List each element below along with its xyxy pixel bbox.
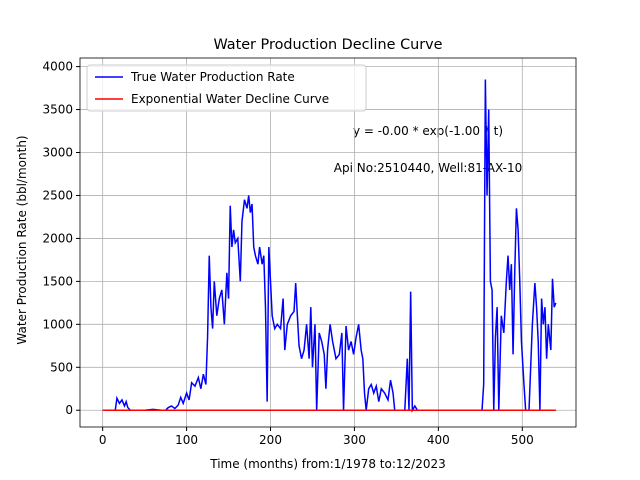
annotation: y = -0.00 * exp(-1.00 * t) [353,124,503,138]
legend-label: Exponential Water Decline Curve [131,92,329,106]
x-axis-label: Time (months) from:1/1978 to:12/2023 [209,457,446,471]
y-tick-label: 2000 [42,231,73,245]
y-tick-label: 0 [65,403,73,417]
x-tick-label: 300 [343,433,366,447]
y-tick-label: 2500 [42,188,73,202]
x-tick-label: 400 [427,433,450,447]
chart-title: Water Production Decline Curve [213,37,442,53]
y-tick-label: 3500 [42,103,73,117]
y-tick-label: 1500 [42,274,73,288]
y-tick-label: 3000 [42,146,73,160]
x-tick-label: 100 [175,433,198,447]
y-tick-label: 4000 [42,60,73,74]
legend-label: True Water Production Rate [130,70,295,84]
x-tick-label: 500 [511,433,534,447]
x-tick-label: 200 [259,433,282,447]
annotation: Api No:2510440, Well:81-AX-10 [334,161,522,175]
y-axis-label: Water Production Rate (bbl/month) [15,135,29,344]
y-tick-label: 1000 [42,317,73,331]
y-tick-label: 500 [50,360,73,374]
legend-box [86,64,367,112]
data-line [102,79,557,413]
x-tick-label: 0 [99,433,107,447]
plot-frame [79,57,577,428]
